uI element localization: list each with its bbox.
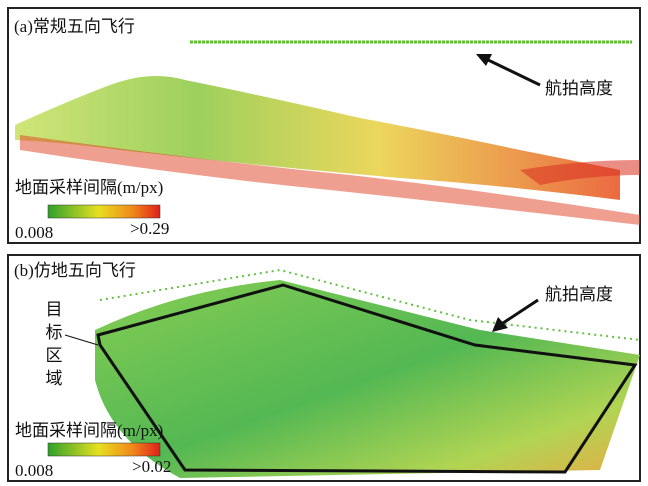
- panel-title: (a)常规五向飞行: [14, 17, 135, 36]
- height-label: 航拍高度: [545, 79, 613, 98]
- colorbar: [48, 205, 160, 218]
- legend-min: 0.008: [15, 223, 53, 242]
- legend-title: 地面采样间隔(m/px): [15, 178, 163, 197]
- height-label: 航拍高度: [545, 285, 613, 304]
- legend-title: 地面采样间隔(m/px): [15, 421, 163, 440]
- legend-max: >0.02: [132, 457, 171, 476]
- panel-a: (a)常规五向飞行 航拍高度 地面采样间隔(m/px) 0.008 >0.29: [8, 8, 640, 243]
- legend-max: >0.29: [130, 219, 169, 238]
- panel-title: (b)仿地五向飞行: [14, 261, 136, 280]
- legend-min: 0.008: [15, 461, 53, 480]
- figure: (a)常规五向飞行 航拍高度 地面采样间隔(m/px) 0.008 >0.29 …: [0, 0, 648, 486]
- region-label: 目标区域: [43, 300, 63, 392]
- colorbar: [48, 443, 160, 456]
- panel-b: (b)仿地五向飞行 航拍高度 目标区域 地面采样间隔(m/px) 0.008 >…: [8, 255, 640, 481]
